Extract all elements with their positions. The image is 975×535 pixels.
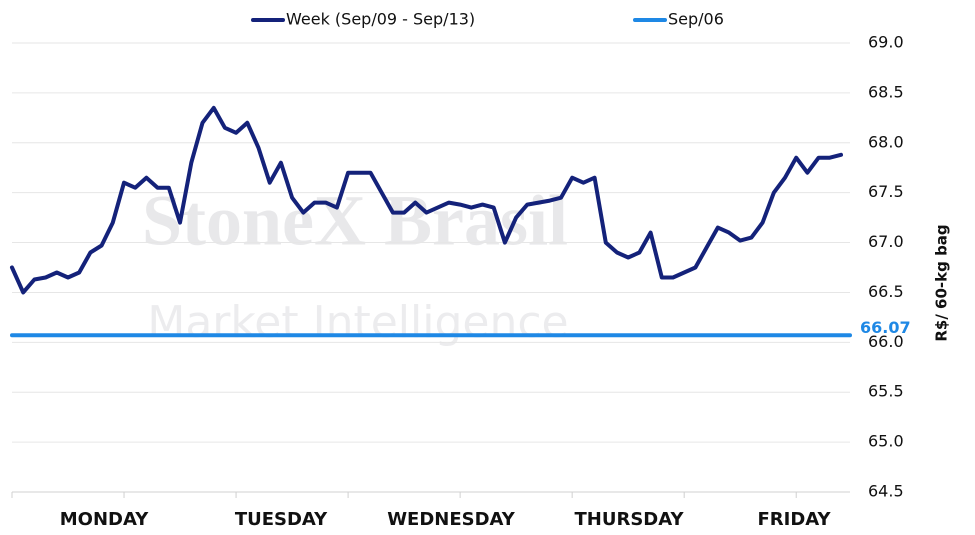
y-tick-label: 68.0 xyxy=(868,132,904,151)
y-tick-label: 67.0 xyxy=(868,232,904,251)
line-series xyxy=(10,105,843,295)
y-tick-label: 66.0 xyxy=(868,332,904,351)
x-category-label: TUESDAY xyxy=(235,509,328,530)
y-tick-label: 68.5 xyxy=(868,82,904,101)
y-tick-label: 66.5 xyxy=(868,282,904,301)
y-tick-label: 65.0 xyxy=(868,432,904,451)
watermark: Market Intelligence xyxy=(147,297,568,348)
x-category-label: THURSDAY xyxy=(575,509,685,530)
x-category-label: FRIDAY xyxy=(757,509,831,530)
y-tick-label: 69.0 xyxy=(868,33,904,52)
y-tick-label: 64.5 xyxy=(868,482,904,501)
y-tick-label: 65.5 xyxy=(868,382,904,401)
x-category-label: MONDAY xyxy=(60,509,149,530)
x-category-label: WEDNESDAY xyxy=(387,509,516,530)
legend-label: Sep/06 xyxy=(668,10,724,29)
value-label: 66.07 xyxy=(860,318,911,337)
y-tick-label: 67.5 xyxy=(868,182,904,201)
legend-label: Week (Sep/09 - Sep/13) xyxy=(286,10,475,29)
y-axis-title: R$/ 60-kg bag xyxy=(933,224,951,341)
